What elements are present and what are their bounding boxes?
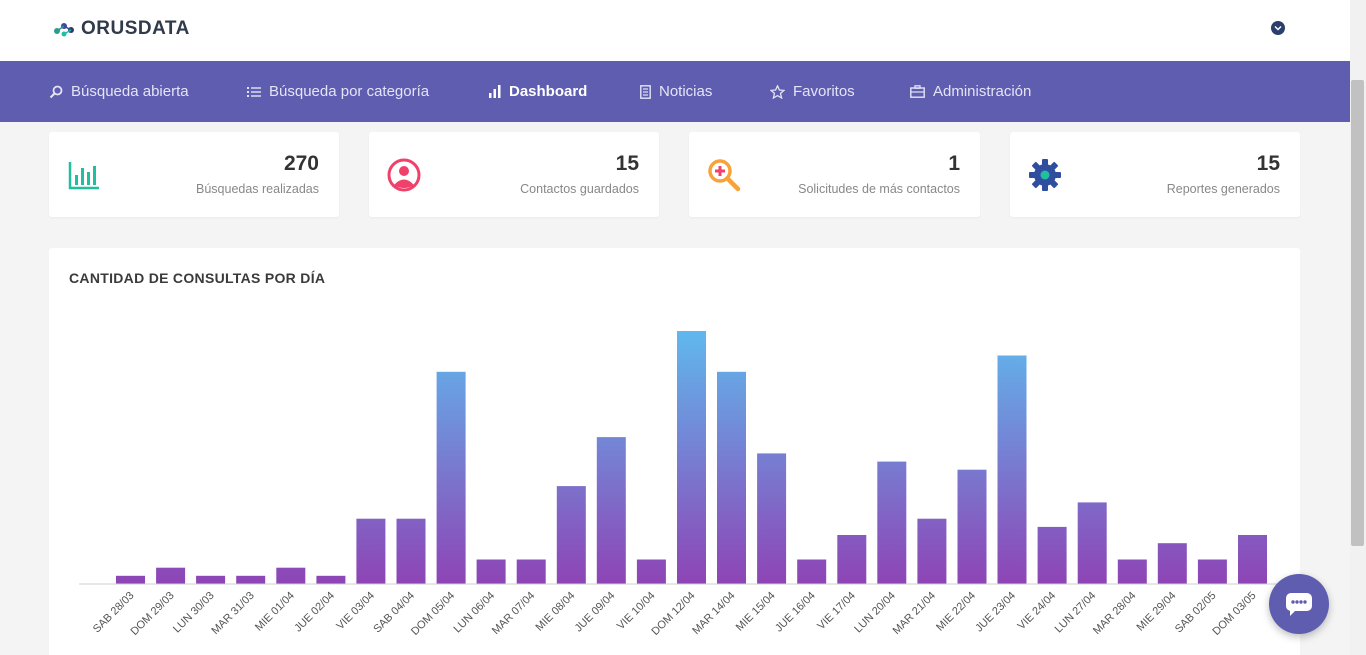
document-icon — [640, 84, 651, 99]
chat-button[interactable] — [1269, 574, 1329, 634]
x-tick-label: DOM 12/04 — [649, 590, 697, 638]
brand-name: ORUSDATA — [81, 18, 190, 39]
bar-10[interactable] — [516, 559, 546, 585]
nav-item-label: Administración — [933, 83, 1032, 100]
stat-label: Reportes generados — [1166, 182, 1280, 196]
stat-card-busquedas: 270 Búsquedas realizadas — [49, 132, 339, 217]
nav-item-administracion[interactable]: Administración — [910, 61, 1031, 122]
bar-17[interactable] — [797, 559, 827, 585]
main-navigation: Búsqueda abierta Búsqueda por categoría … — [0, 61, 1350, 122]
scrollbar-thumb[interactable] — [1351, 80, 1364, 546]
search-icon — [49, 85, 63, 98]
list-icon — [247, 86, 261, 97]
gear-icon — [1029, 159, 1061, 191]
bar-26[interactable] — [1157, 543, 1187, 584]
chevron-down-icon — [1274, 25, 1282, 31]
x-tick-label: MAR 21/04 — [891, 590, 938, 637]
bar-22[interactable] — [997, 355, 1027, 585]
x-tick-label: DOM 29/03 — [128, 590, 176, 638]
x-tick-label: JUE 09/04 — [573, 590, 618, 635]
bar-25[interactable] — [1117, 559, 1147, 585]
nav-item-busqueda-categoria[interactable]: Búsqueda por categoría — [247, 61, 429, 122]
x-tick-label: MIE 15/04 — [734, 590, 778, 634]
nav-item-label: Búsqueda por categoría — [269, 83, 430, 100]
bar-21[interactable] — [957, 469, 987, 584]
bar-8[interactable] — [436, 371, 466, 584]
user-icon — [387, 158, 421, 192]
x-tick-label: JUE 16/04 — [773, 590, 818, 635]
bar-27[interactable] — [1197, 559, 1227, 585]
bar-15[interactable] — [717, 371, 746, 584]
stat-card-reportes: 15 Reportes generados — [1010, 132, 1300, 217]
nav-item-label: Dashboard — [509, 83, 588, 100]
x-tick-label: MAR 28/04 — [1091, 590, 1138, 637]
x-tick-label: MIE 08/04 — [533, 590, 577, 634]
stat-value: 15 — [1256, 152, 1280, 175]
bar-20[interactable] — [917, 518, 947, 584]
nav-item-dashboard[interactable]: Dashboard — [489, 61, 587, 122]
x-tick-label: DOM 05/04 — [409, 590, 457, 638]
bar-23[interactable] — [1037, 526, 1067, 584]
chart-title: CANTIDAD DE CONSULTAS POR DÍA — [69, 270, 326, 286]
nav-item-noticias[interactable]: Noticias — [640, 61, 712, 122]
nav-item-favoritos[interactable]: Favoritos — [770, 61, 855, 122]
bar-1[interactable] — [156, 567, 186, 584]
x-tick-label: VIE 17/04 — [815, 590, 858, 633]
bar-7[interactable] — [396, 518, 426, 584]
x-tick-label: MAR 31/03 — [209, 590, 256, 637]
bar-13[interactable] — [636, 559, 666, 585]
zoom-in-icon — [708, 159, 741, 192]
chat-bubble-icon — [1286, 593, 1312, 616]
user-menu-toggle[interactable] — [1271, 21, 1285, 35]
chart-card: CANTIDAD DE CONSULTAS POR DÍA SAB 28/03 D… — [49, 248, 1300, 655]
stat-label: Búsquedas realizadas — [196, 182, 319, 196]
briefcase-icon — [910, 85, 925, 98]
stat-label: Contactos guardados — [520, 182, 639, 196]
logo-icon — [54, 23, 74, 37]
bar-chart-icon — [489, 85, 501, 98]
x-tick-label: DOM 03/05 — [1210, 590, 1258, 638]
nav-item-label: Búsqueda abierta — [71, 83, 189, 100]
bar-9[interactable] — [476, 559, 506, 585]
stat-value: 270 — [283, 152, 319, 175]
star-icon — [770, 84, 785, 99]
x-tick-label: VIE 03/04 — [334, 590, 377, 633]
x-tick-label: MIE 22/04 — [934, 590, 978, 634]
stat-card-contactos: 15 Contactos guardados — [369, 132, 659, 217]
bar-0[interactable] — [116, 575, 145, 584]
top-bar: ORUSDATA — [0, 0, 1350, 61]
bar-4[interactable] — [276, 567, 306, 584]
x-tick-label: MAR 07/04 — [490, 590, 537, 637]
x-tick-label: JUE 02/04 — [292, 590, 337, 635]
bar-24[interactable] — [1077, 502, 1107, 584]
brand-logo[interactable]: ORUSDATA — [53, 18, 190, 40]
x-tick-label: JUE 23/04 — [973, 590, 1018, 635]
bar-2[interactable] — [196, 575, 226, 584]
analytics-icon — [68, 162, 99, 190]
bar-19[interactable] — [877, 461, 907, 584]
nav-item-label: Favoritos — [793, 83, 855, 100]
bar-16[interactable] — [757, 453, 787, 584]
stat-value: 15 — [615, 152, 639, 175]
nav-item-label: Noticias — [659, 83, 713, 100]
stat-card-solicitudes: 1 Solicitudes de más contactos — [689, 132, 980, 217]
bar-14[interactable] — [677, 331, 706, 584]
bar-11[interactable] — [556, 486, 586, 584]
stat-label: Solicitudes de más contactos — [798, 182, 960, 196]
bar-28[interactable] — [1238, 535, 1267, 584]
x-tick-label: MIE 01/04 — [253, 590, 297, 634]
bar-12[interactable] — [596, 437, 626, 584]
bar-6[interactable] — [356, 518, 386, 584]
nav-item-busqueda-abierta[interactable]: Búsqueda abierta — [49, 61, 189, 122]
stat-value: 1 — [948, 152, 960, 175]
x-tick-label: MAR 14/04 — [690, 590, 737, 637]
x-tick-label: VIE 24/04 — [1016, 590, 1059, 633]
bar-18[interactable] — [837, 535, 867, 584]
x-tick-label: VIE 10/04 — [615, 590, 658, 633]
bar-5[interactable] — [316, 575, 346, 584]
bar-3[interactable] — [236, 575, 266, 584]
